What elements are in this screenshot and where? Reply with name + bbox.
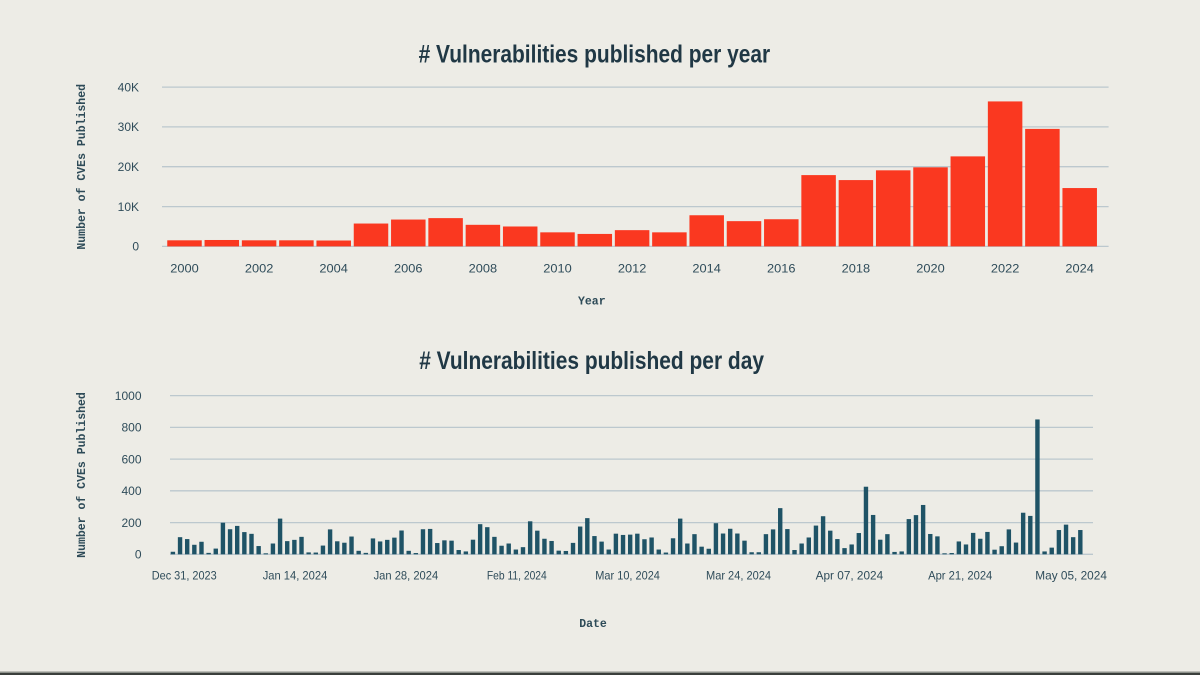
svg-text:2002: 2002 xyxy=(245,261,274,275)
svg-text:2004: 2004 xyxy=(319,261,348,275)
svg-text:Year: Year xyxy=(578,295,606,308)
svg-text:1000: 1000 xyxy=(115,389,142,403)
svg-text:0: 0 xyxy=(132,240,139,254)
svg-text:400: 400 xyxy=(121,484,141,498)
svg-text:Dec 31, 2023: Dec 31, 2023 xyxy=(152,569,217,583)
svg-text:2012: 2012 xyxy=(618,261,647,275)
svg-text:2006: 2006 xyxy=(394,261,423,275)
svg-text:0: 0 xyxy=(135,548,142,562)
svg-text:600: 600 xyxy=(121,452,141,466)
svg-text:2010: 2010 xyxy=(543,261,572,275)
svg-text:200: 200 xyxy=(121,516,141,530)
svg-text:40K: 40K xyxy=(118,80,139,94)
svg-text:2000: 2000 xyxy=(170,261,199,275)
svg-text:May 05, 2024: May 05, 2024 xyxy=(1035,569,1107,583)
svg-text:Jan 28, 2024: Jan 28, 2024 xyxy=(374,569,439,583)
svg-text:20K: 20K xyxy=(118,160,139,174)
svg-text:Number of CVEs Published: Number of CVEs Published xyxy=(76,392,89,558)
svg-text:# Vulnerabilities published pe: # Vulnerabilities published per day xyxy=(419,347,764,375)
svg-text:Apr 21, 2024: Apr 21, 2024 xyxy=(928,569,993,583)
svg-text:Mar 10, 2024: Mar 10, 2024 xyxy=(595,569,660,583)
svg-text:800: 800 xyxy=(121,421,141,435)
svg-text:2020: 2020 xyxy=(916,261,945,275)
svg-text:2014: 2014 xyxy=(692,261,721,275)
svg-text:30K: 30K xyxy=(118,120,139,134)
svg-text:10K: 10K xyxy=(118,200,139,214)
svg-text:Number of CVEs Published: Number of CVEs Published xyxy=(76,84,89,250)
svg-text:Feb 11, 2024: Feb 11, 2024 xyxy=(487,569,547,583)
svg-text:Mar 24, 2024: Mar 24, 2024 xyxy=(706,569,771,583)
svg-text:2018: 2018 xyxy=(842,261,871,275)
svg-text:Jan 14, 2024: Jan 14, 2024 xyxy=(263,569,328,583)
svg-text:Date: Date xyxy=(579,618,607,631)
svg-text:Apr 07, 2024: Apr 07, 2024 xyxy=(816,569,884,583)
svg-text:# Vulnerabilities published pe: # Vulnerabilities published per year xyxy=(419,41,771,69)
svg-text:2022: 2022 xyxy=(991,261,1020,275)
svg-text:2024: 2024 xyxy=(1065,261,1094,275)
svg-text:2008: 2008 xyxy=(469,261,498,275)
svg-text:2016: 2016 xyxy=(767,261,796,275)
